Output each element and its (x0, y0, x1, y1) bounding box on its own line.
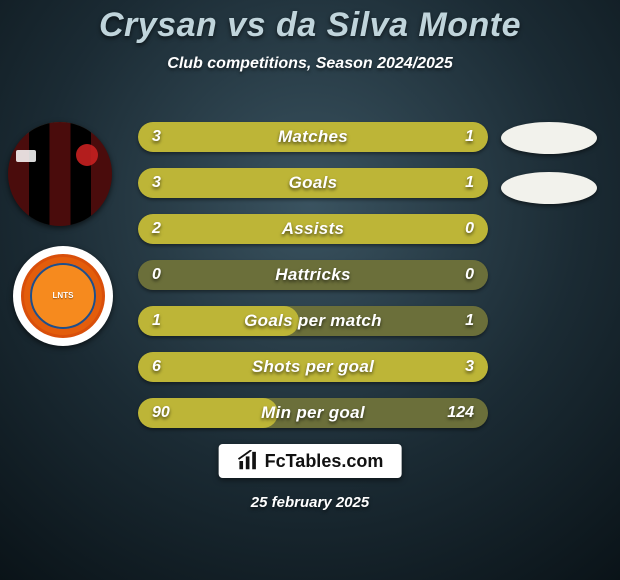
stat-row: 20Assists (138, 214, 488, 244)
stat-row: 00Hattricks (138, 260, 488, 290)
stat-label: Matches (138, 122, 488, 152)
brand-badge: FcTables.com (219, 444, 402, 478)
club-badge-abbr: LNTS (53, 292, 74, 301)
right-player-column (494, 122, 604, 204)
stat-label: Shots per goal (138, 352, 488, 382)
stat-row: 31Goals (138, 168, 488, 198)
stat-row: 90124Min per goal (138, 398, 488, 428)
stat-label: Goals per match (138, 306, 488, 336)
player1-avatar (8, 122, 112, 226)
brand-logo-icon (237, 450, 259, 472)
brand-text: FcTables.com (265, 451, 384, 472)
comparison-chart: 31Matches 31Goals 20Assists 00Hattricks 11Go… (138, 122, 488, 444)
stat-row: 31Matches (138, 122, 488, 152)
stat-label: Goals (138, 168, 488, 198)
stat-label: Hattricks (138, 260, 488, 290)
player2-avatar-placeholder (501, 122, 597, 154)
date-line: 25 february 2025 (0, 494, 620, 511)
player2-club-placeholder (501, 172, 597, 204)
left-player-column: LNTS (8, 122, 118, 346)
stat-label: Assists (138, 214, 488, 244)
page-title: Crysan vs da Silva Monte (0, 0, 620, 45)
stat-label: Min per goal (138, 398, 488, 428)
subtitle: Club competitions, Season 2024/2025 (0, 55, 620, 73)
stat-row: 11Goals per match (138, 306, 488, 336)
stat-row: 63Shots per goal (138, 352, 488, 382)
player1-club-badge: LNTS (13, 246, 113, 346)
